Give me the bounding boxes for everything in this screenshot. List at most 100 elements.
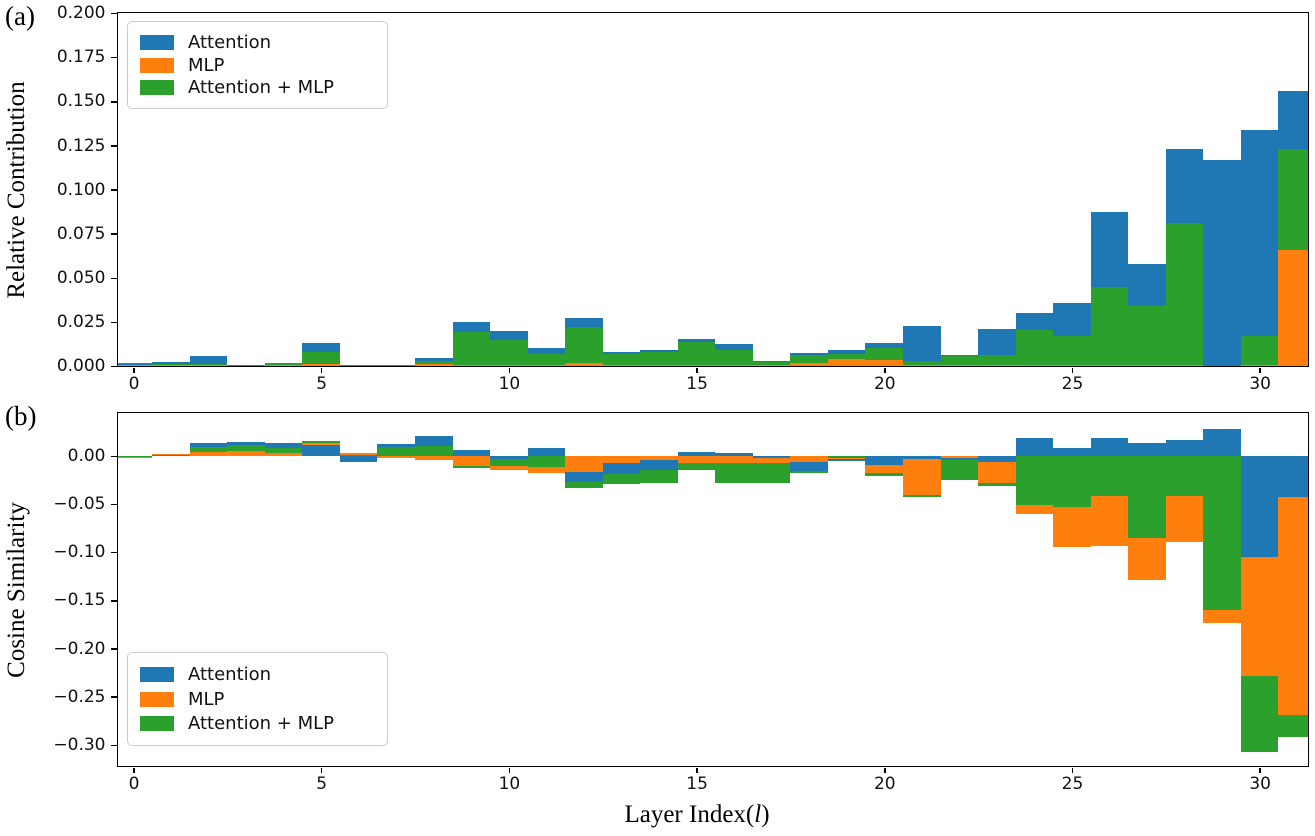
bar-attention-mlp-layer-1	[152, 454, 190, 456]
bar-mlp-layer-4	[264, 365, 303, 366]
bar-mlp-layer-8	[415, 364, 453, 366]
y-tick	[110, 744, 117, 747]
legend-label: Attention + MLP	[188, 77, 335, 99]
bar-attention-mlp-layer-22	[940, 455, 978, 480]
x-axis-label-variable: l	[754, 801, 762, 828]
bar-mlp-layer-15	[677, 365, 716, 366]
bar-mlp-layer-13	[602, 365, 641, 366]
y-tick-label: 0.000	[56, 356, 106, 377]
x-tick-label: 10	[498, 774, 521, 795]
bar-attention-mlp-layer-29	[1203, 455, 1241, 610]
bar-attention-layer-0	[118, 364, 153, 366]
bar-attention-mlp-layer-16	[715, 350, 753, 366]
x-tick	[133, 768, 135, 774]
x-tick-label: 10	[498, 374, 521, 395]
bar-mlp-layer-7	[377, 455, 415, 458]
bar-attention-mlp-layer-24	[1015, 329, 1054, 366]
y-tick	[110, 56, 117, 59]
x-tick	[133, 368, 135, 374]
x-tick	[1071, 768, 1074, 774]
x-tick	[508, 768, 511, 774]
bar-attention-layer-23	[978, 455, 1016, 462]
bar-mlp-layer-20	[865, 359, 903, 366]
bar-mlp-layer-27	[1128, 365, 1166, 366]
legend-item: Attention	[140, 662, 373, 687]
bar-attention-mlp-layer-10	[490, 455, 528, 466]
bar-attention-mlp-layer-30	[1240, 336, 1279, 366]
bar-attention-mlp-layer-22	[940, 356, 978, 366]
y-tick-label: 0.150	[56, 91, 106, 112]
bar-attention-mlp-layer-18	[790, 355, 828, 366]
legend-label: MLP	[188, 54, 225, 76]
bar-attention-mlp-layer-11	[527, 455, 566, 467]
y-tick	[110, 321, 117, 324]
bar-attention-mlp-layer-11	[527, 354, 566, 366]
bar-attention-layer-5	[302, 444, 340, 456]
y-tick-label: 0.025	[56, 312, 106, 332]
bar-mlp-layer-25	[1053, 365, 1091, 366]
x-tick	[884, 368, 886, 374]
bar-mlp-layer-19	[827, 358, 866, 366]
bar-attention-mlp-layer-19	[827, 455, 866, 458]
x-tick-label: 15	[686, 774, 708, 795]
bar-attention-mlp-layer-23	[978, 355, 1016, 366]
y-tick-label: 0.050	[56, 267, 106, 288]
bar-attention-mlp-layer-2	[189, 364, 228, 366]
mlp-swatch	[140, 57, 174, 73]
bar-mlp-layer-11	[527, 365, 566, 366]
bar-attention-mlp-layer-10	[490, 339, 528, 366]
x-tick	[696, 768, 698, 774]
plot-area-b	[117, 412, 1309, 767]
y-tick-label: −0.10	[53, 542, 106, 563]
bar-mlp-layer-5	[302, 363, 340, 366]
bar-attention-mlp-layer-15	[677, 342, 716, 366]
bar-mlp-layer-9	[452, 365, 490, 366]
y-tick	[110, 233, 117, 235]
bar-mlp-layer-15	[677, 455, 716, 463]
bar-attention-layer-22	[940, 455, 978, 460]
bar-mlp-layer-17	[752, 365, 791, 366]
bar-mlp-layer-30	[1240, 365, 1279, 366]
bar-mlp-layer-3	[227, 365, 265, 366]
y-tick	[110, 455, 117, 458]
x-tick-label: 30	[1249, 374, 1271, 395]
x-tick-label: 15	[686, 374, 708, 395]
bar-mlp-layer-14	[640, 365, 678, 366]
bar-attention-mlp-layer-3	[227, 445, 265, 456]
bar-attention-layer-31	[1278, 455, 1308, 497]
bar-attention-mlp-layer-27	[1128, 455, 1166, 539]
bar-attention-layer-17	[752, 455, 791, 458]
bar-attention-layer-15	[677, 452, 716, 456]
bar-mlp-layer-14	[640, 455, 678, 460]
y-tick-label: −0.05	[53, 494, 106, 514]
bar-mlp-layer-8	[415, 455, 453, 460]
bar-mlp-layer-13	[602, 455, 641, 464]
x-axis-label: Layer Index(l)	[624, 801, 769, 829]
x-tick	[1259, 768, 1261, 774]
x-axis-label-pre: Layer Index(	[624, 801, 755, 828]
x-tick	[1071, 368, 1074, 374]
bar-attention-mlp-layer-5	[302, 351, 340, 366]
x-axis-label-post: )	[761, 801, 770, 828]
bar-mlp-layer-28	[1165, 365, 1204, 366]
x-tick-label: 30	[1249, 774, 1271, 795]
bar-attention-mlp-layer-26	[1090, 286, 1129, 366]
legend-label: Attention	[188, 663, 272, 685]
x-tick	[696, 368, 698, 374]
bar-mlp-layer-6	[339, 365, 378, 366]
bar-mlp-layer-2	[189, 452, 228, 456]
legend-item: MLP	[140, 687, 373, 712]
y-tick	[110, 277, 117, 280]
legend-item: Attention + MLP	[140, 711, 373, 736]
bar-attention-layer-16	[715, 452, 753, 456]
bar-mlp-layer-12	[565, 455, 603, 472]
panel-a-tag: (a)	[5, 1, 35, 31]
y-axis-label-b: Cosine Similarity	[3, 502, 30, 678]
bar-mlp-layer-7	[377, 365, 415, 366]
legend-item: Attention + MLP	[140, 76, 373, 99]
bar-mlp-layer-12	[565, 362, 603, 366]
y-axis-label-a: Relative Contribution	[3, 81, 30, 299]
bar-mlp-layer-31	[1278, 455, 1308, 715]
bar-mlp-layer-2	[189, 365, 228, 366]
bar-attention-mlp-layer-26	[1090, 455, 1129, 496]
